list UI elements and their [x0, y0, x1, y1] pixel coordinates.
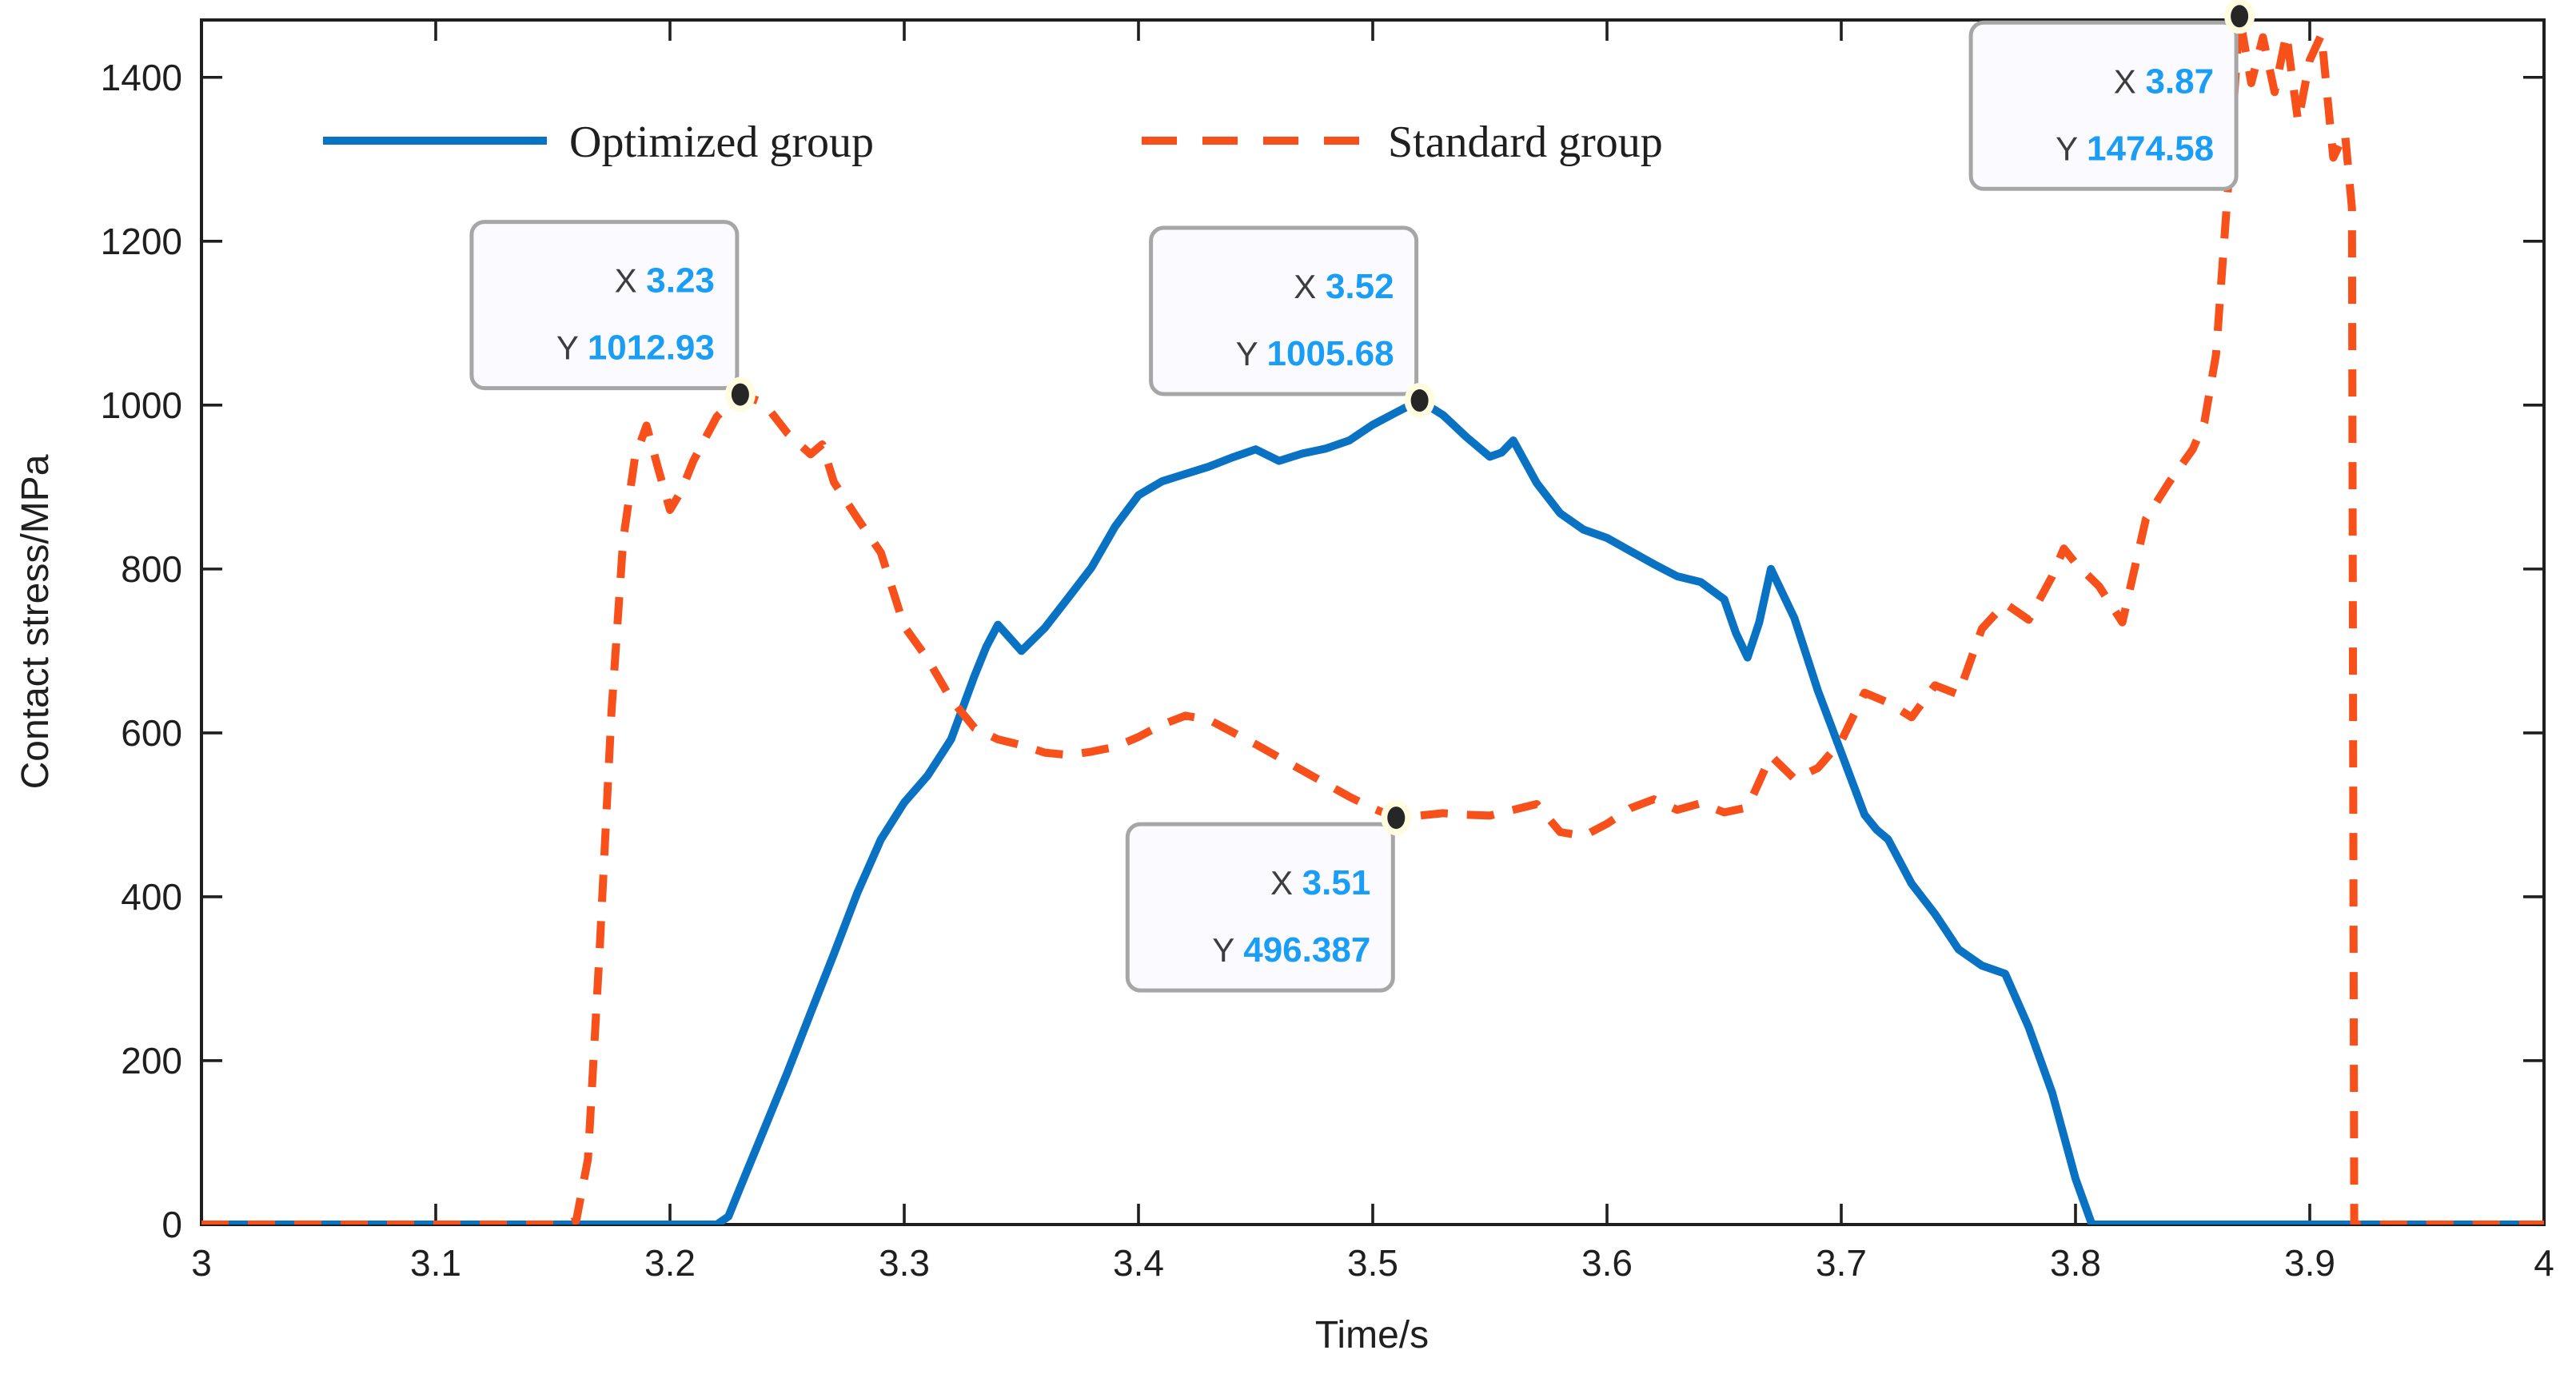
x-axis-title: Time/s — [1315, 1314, 1429, 1356]
legend-label-optimized: Optimized group — [569, 117, 874, 167]
x-tick-label: 3.8 — [2050, 1242, 2101, 1284]
datatip-y-line: Y 1005.68 — [1236, 334, 1394, 373]
datatip[interactable]: X 3.51 Y 496.387 — [1125, 800, 1412, 993]
datatip-y-line: Y 1474.58 — [2056, 129, 2214, 168]
plot-border — [200, 18, 2546, 1226]
datatip-box[interactable] — [1968, 20, 2239, 191]
datatip-y-line: Y 496.387 — [1212, 930, 1370, 970]
x-tick-label: 3 — [191, 1242, 212, 1284]
legend-item-optimized[interactable]: Optimized group — [323, 117, 874, 167]
datatip-marker[interactable] — [1387, 806, 1406, 830]
datatip-x-line: X 3.52 — [1294, 267, 1394, 306]
x-tick-label: 3.3 — [879, 1242, 930, 1284]
standard-group-line[interactable] — [201, 16, 2544, 1225]
x-tick-label: 3.4 — [1113, 1242, 1164, 1284]
x-tick-label: 3.7 — [1816, 1242, 1867, 1284]
y-tick-label: 200 — [121, 1040, 182, 1081]
datatip-box[interactable] — [469, 220, 740, 391]
x-tick-label: 4 — [2534, 1242, 2554, 1284]
x-tick-label: 3.5 — [1347, 1242, 1398, 1284]
y-tick-label: 400 — [121, 876, 182, 918]
y-tick-labels: 0 200 400 600 800 1000 1200 1400 — [101, 57, 182, 1245]
datatip-box[interactable] — [1149, 225, 1419, 396]
datatip-marker[interactable] — [1410, 389, 1429, 412]
y-tick-label: 1000 — [101, 384, 182, 426]
datatip-marker[interactable] — [2231, 5, 2249, 28]
y-tick-label: 600 — [121, 712, 182, 754]
x-tick-label: 3.9 — [2284, 1242, 2335, 1284]
optimized-group-line[interactable] — [201, 396, 2544, 1225]
datatip[interactable]: X 3.52 Y 1005.68 — [1149, 225, 1435, 419]
y-axis-title: Contact stress/MPa — [14, 454, 57, 789]
datatip[interactable]: X 3.87 Y 1474.58 — [1968, 0, 2255, 191]
datatip-x-line: X 3.87 — [2114, 62, 2214, 101]
y-tick-label: 1200 — [101, 221, 182, 262]
legend: Optimized group Standard group — [323, 117, 1663, 167]
x-tick-label: 3.1 — [410, 1242, 461, 1284]
legend-item-standard[interactable]: Standard group — [1142, 117, 1663, 167]
axis-ticks — [200, 20, 2546, 1226]
datatip-x-line: X 3.23 — [615, 261, 715, 301]
datatip-y-line: Y 1012.93 — [556, 329, 715, 368]
datatip-box[interactable] — [1125, 822, 1395, 993]
y-tick-label: 1400 — [101, 57, 182, 98]
x-tick-label: 3.2 — [644, 1242, 696, 1284]
datatips: X 3.23 Y 1012.93 X 3.52 Y 1005.68 X 3.51 Y 49… — [469, 0, 2255, 993]
x-tick-labels: 3 3.1 3.2 3.3 3.4 3.5 3.6 3.7 3.8 3.9 4 — [191, 1242, 2554, 1284]
datatip-marker[interactable] — [731, 383, 749, 406]
x-tick-label: 3.6 — [1581, 1242, 1633, 1284]
plot-area — [201, 16, 2544, 1225]
y-tick-label: 0 — [161, 1204, 182, 1245]
datatip-x-line: X 3.51 — [1270, 863, 1370, 902]
legend-label-standard: Standard group — [1388, 117, 1663, 167]
datatip[interactable]: X 3.23 Y 1012.93 — [469, 220, 756, 412]
y-tick-label: 800 — [121, 548, 182, 590]
